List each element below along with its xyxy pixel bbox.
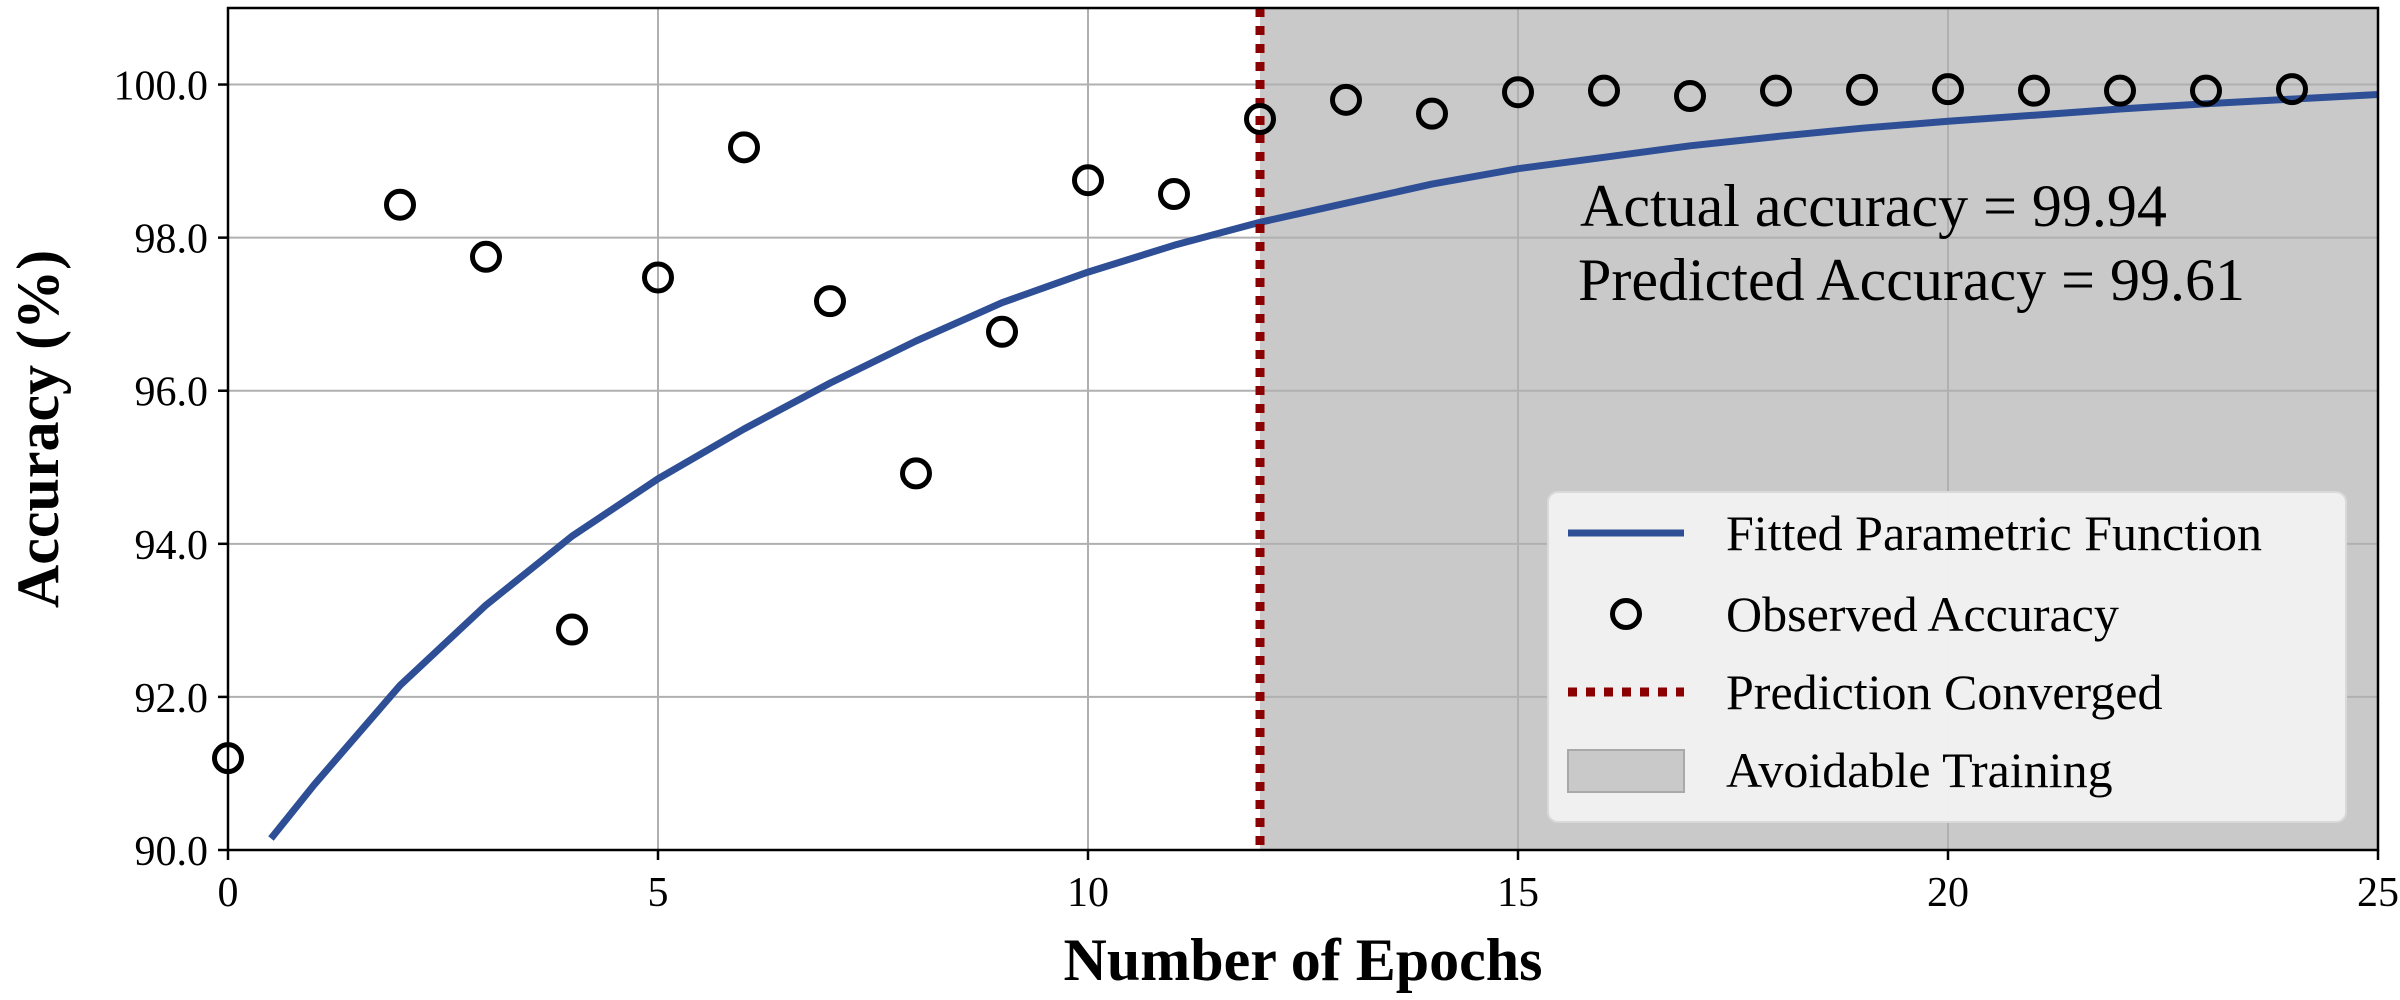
observed-accuracy-point <box>1416 97 1448 130</box>
observed-accuracy-point <box>1932 73 1964 106</box>
observed-accuracy-point <box>1674 80 1706 113</box>
y-tick-label: 92.0 <box>135 676 209 722</box>
observed-accuracy-point <box>642 261 674 294</box>
y-tick-label: 94.0 <box>135 523 209 569</box>
x-tick-label: 0 <box>218 870 239 916</box>
observed-accuracy-point <box>2018 74 2050 107</box>
y-tick-label: 96.0 <box>135 370 209 416</box>
observed-accuracy-point <box>2104 74 2136 107</box>
observed-accuracy-point <box>2276 73 2308 106</box>
legend-box <box>1547 491 2347 823</box>
plot-frame <box>226 6 2380 852</box>
legend-swatch-avoidable-training <box>1567 749 1685 793</box>
x-tick-label: 5 <box>648 870 669 916</box>
legend-label-fitted-function: Fitted Parametric Function <box>1726 505 2262 561</box>
fitted-function-line <box>268 91 2379 841</box>
observed-accuracy-point <box>470 240 502 273</box>
actual-accuracy-annotation: Actual accuracy = 99.94 <box>1580 173 2167 239</box>
legend-swatch-observed-accuracy <box>1610 598 1642 630</box>
y-axis-title: Accuracy (%) <box>5 250 71 608</box>
x-axis-title: Number of Epochs <box>1064 927 1543 993</box>
observed-accuracy-point <box>1502 76 1534 109</box>
legend-label-observed-accuracy: Observed Accuracy <box>1726 586 2119 642</box>
observed-accuracy-point <box>1244 102 1276 135</box>
observed-accuracy-point <box>814 285 846 318</box>
observed-accuracy-point <box>728 131 760 164</box>
y-tick-label: 100.0 <box>114 64 209 110</box>
legend-label-avoidable-training: Avoidable Training <box>1726 742 2113 798</box>
observed-accuracy-point <box>556 613 588 646</box>
observed-accuracy-point <box>1158 178 1190 211</box>
y-tick-label: 98.0 <box>135 217 209 263</box>
observed-accuracy-point <box>384 188 416 221</box>
legend-label-prediction-converged: Prediction Converged <box>1726 664 2163 720</box>
observed-accuracy-point <box>900 457 932 490</box>
legend: Fitted Parametric Function Observed Accu… <box>1547 491 2347 823</box>
observed-accuracy-point <box>1588 74 1620 107</box>
observed-accuracy-point <box>2190 74 2222 107</box>
observed-accuracy-point <box>1760 74 1792 107</box>
predicted-accuracy-annotation: Predicted Accuracy = 99.61 <box>1578 247 2245 313</box>
x-tick-label: 15 <box>1497 870 1539 916</box>
x-tick-label: 10 <box>1067 870 1109 916</box>
x-tick-label: 20 <box>1927 870 1969 916</box>
observed-accuracy-point <box>1072 164 1104 197</box>
x-tick-label: 25 <box>2357 870 2399 916</box>
observed-accuracy-point <box>1330 83 1362 116</box>
y-tick-label: 90.0 <box>135 829 209 875</box>
observed-accuracy-point <box>1846 73 1878 106</box>
observed-accuracy-point <box>986 315 1018 348</box>
